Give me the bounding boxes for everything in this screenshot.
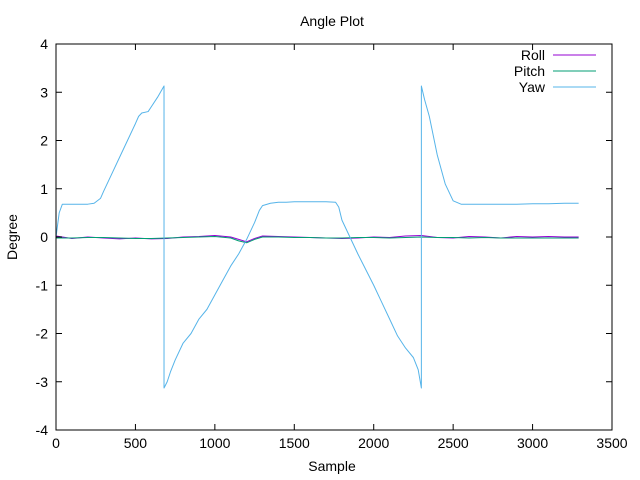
x-axis-label: Sample [308, 458, 356, 474]
y-tick-label: -3 [36, 374, 49, 390]
series-line-yaw [55, 85, 579, 389]
x-tick-label: 3000 [517, 435, 548, 451]
legend-label-roll: Roll [521, 47, 545, 63]
legend-label-pitch: Pitch [514, 63, 545, 79]
y-tick-label: -4 [36, 422, 49, 438]
x-tick-label: 2000 [358, 435, 389, 451]
x-tick-label: 1500 [279, 435, 310, 451]
chart-title: Angle Plot [300, 13, 364, 29]
ticks-group: 0 500 1000 1500 2000 2500 3000 3500 -4 -3 -2 -1 0 1 2 3… [36, 36, 628, 451]
y-tick-label: -1 [36, 277, 49, 293]
y-tick-label: 0 [40, 229, 48, 245]
x-tick-label: 0 [52, 435, 60, 451]
y-tick-label: -2 [36, 326, 49, 342]
y-tick-label: 1 [40, 181, 48, 197]
x-tick-label: 1000 [199, 435, 230, 451]
x-tick-label: 3500 [596, 435, 627, 451]
series-group [55, 85, 579, 389]
y-tick-label: 3 [40, 84, 48, 100]
x-tick-label: 2500 [438, 435, 469, 451]
y-axis-label: Degree [4, 214, 20, 260]
y-tick-label: 4 [40, 36, 48, 52]
legend-label-yaw: Yaw [519, 79, 546, 95]
x-tick-label: 500 [124, 435, 148, 451]
series-line-pitch [56, 236, 579, 244]
y-tick-label: 2 [40, 133, 48, 149]
